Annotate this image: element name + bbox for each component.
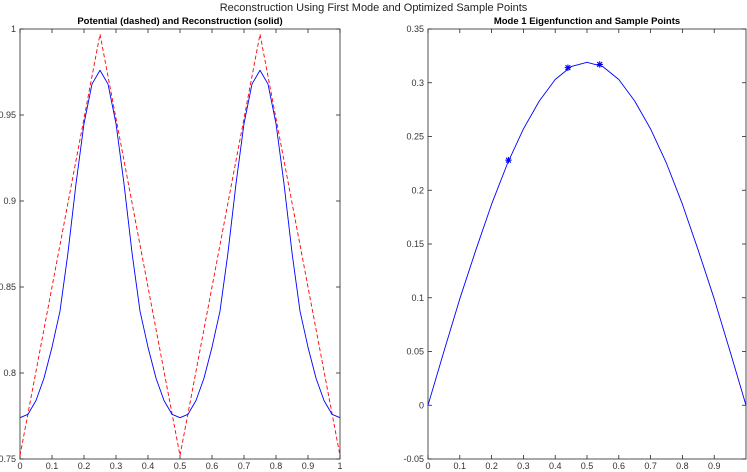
x-tick-label: 0.9	[708, 461, 721, 471]
y-tick-label: -0.05	[403, 454, 424, 464]
right-axes: Mode 1 Eigenfunction and Sample Points 0 0…	[403, 16, 747, 471]
y-tick-label: 0.05	[406, 347, 424, 357]
y-tick-label: 0.9	[3, 196, 16, 206]
axes-title: Mode 1 Eigenfunction and Sample Points	[494, 16, 680, 27]
x-tick-label: 0.1	[46, 461, 59, 471]
x-tick-label: 0.2	[78, 461, 91, 471]
sample-point-marker	[505, 156, 512, 164]
x-tick-label: 0	[17, 461, 22, 471]
left-axes: Potential (dashed) and Reconstruction (s…	[0, 16, 343, 471]
x-tick-label: 0.3	[110, 461, 123, 471]
x-tick-label: 0.1	[454, 461, 467, 471]
axes-frame	[19, 28, 341, 460]
x-tick-label: 0.5	[174, 461, 187, 471]
x-tick-label: 0.4	[142, 461, 155, 471]
y-tick-label: 0.85	[0, 282, 16, 292]
x-tick-label: 0.4	[549, 461, 562, 471]
x-tick-label: 0.7	[238, 461, 251, 471]
y-tick-label: 0.3	[411, 78, 424, 88]
reconstruction-solid-line	[19, 69, 341, 419]
x-tick-label: 0.5	[581, 461, 594, 471]
y-tick-label: 0.25	[406, 132, 424, 142]
y-tick-label: 0.95	[0, 110, 16, 120]
y-tick-label: 0.8	[3, 368, 16, 378]
sample-point-marker	[596, 61, 603, 68]
x-tick-label: 0.8	[676, 461, 689, 471]
figure-title: Reconstruction Using First Mode and Opti…	[220, 2, 528, 14]
x-tick-label: 0.8	[270, 461, 283, 471]
y-tick-label: 1	[11, 24, 16, 34]
x-tick-label: 0.2	[485, 461, 498, 471]
y-tick-label: 0.75	[0, 454, 16, 464]
x-tick-label: 0.6	[206, 461, 219, 471]
y-tick-label: 0.1	[411, 293, 424, 303]
x-tick-label: 0.6	[613, 461, 626, 471]
axes-title: Potential (dashed) and Reconstruction (s…	[77, 16, 282, 27]
x-tick-label: 0.3	[517, 461, 530, 471]
x-tick-label: 0	[425, 461, 430, 471]
y-tick-label: 0	[419, 400, 424, 410]
eigenfunction-line	[427, 61, 747, 406]
x-tick-label: 0.7	[644, 461, 657, 471]
sample-point-marker	[564, 64, 572, 71]
x-tick-label: 0.9	[302, 461, 315, 471]
y-tick-label: 0.35	[406, 24, 424, 34]
y-tick-label: 0.15	[406, 239, 424, 249]
axes-frame	[427, 28, 747, 460]
potential-dashed-line	[19, 33, 341, 457]
y-tick-label: 0.2	[411, 185, 424, 195]
x-tick-label: 1	[337, 461, 342, 471]
